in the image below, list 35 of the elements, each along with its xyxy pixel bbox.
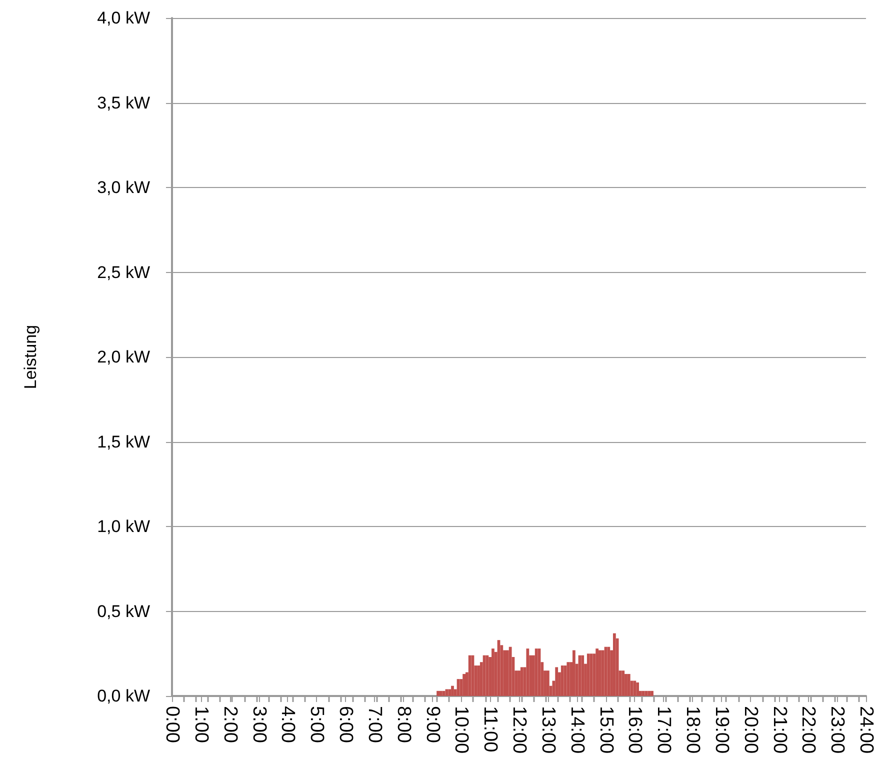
x-tick-label: 23:00 bbox=[826, 706, 848, 754]
x-tick-label: 13:00 bbox=[537, 706, 558, 754]
x-tick-label: 8:00 bbox=[392, 706, 414, 743]
x-tick-label: 16:00 bbox=[624, 706, 646, 754]
y-tick-label: 0,5 kW bbox=[97, 602, 150, 621]
y-axis-title: Leistung bbox=[21, 324, 40, 390]
x-tick-label: 0:00 bbox=[162, 706, 182, 743]
y-tick-label: 1,0 kW bbox=[97, 517, 150, 536]
x-tick-label: 15:00 bbox=[595, 706, 616, 754]
x-tick-label: 6:00 bbox=[335, 706, 356, 743]
y-tick-label: 1,5 kW bbox=[97, 432, 150, 452]
x-tick-label: 7:00 bbox=[364, 706, 385, 743]
x-tick-label: 3:00 bbox=[248, 706, 270, 743]
y-tick-label: 0,0 kW bbox=[97, 686, 150, 706]
y-tick-label: 2,0 kW bbox=[97, 348, 150, 366]
x-tick-label: 17:00 bbox=[653, 706, 674, 754]
y-tick-label: 3,0 kW bbox=[97, 178, 150, 197]
x-tick-label: 22:00 bbox=[798, 706, 819, 754]
x-tick-label: 19:00 bbox=[710, 706, 732, 754]
x-tick-label: 10:00 bbox=[450, 706, 472, 754]
x-tick-label: 21:00 bbox=[768, 706, 790, 754]
x-tick-label: 14:00 bbox=[566, 706, 588, 754]
x-tick-label: 1:00 bbox=[190, 706, 212, 743]
x-tick-label: 11:00 bbox=[480, 706, 501, 752]
x-tick-label: 5:00 bbox=[306, 706, 328, 743]
y-tick-label: 4,0 kW bbox=[97, 8, 150, 28]
x-tick-label: 20:00 bbox=[740, 706, 761, 754]
x-tick-label: 24:00 bbox=[856, 706, 876, 754]
x-tick-label: 4:00 bbox=[277, 706, 298, 743]
x-tick-label: 9:00 bbox=[422, 706, 443, 743]
y-tick-label: 2,5 kW bbox=[97, 262, 150, 282]
y-tick-label: 3,5 kW bbox=[97, 93, 150, 112]
x-tick-label: 12:00 bbox=[508, 706, 530, 754]
x-tick-label: 2:00 bbox=[219, 706, 240, 743]
x-tick-label: 18:00 bbox=[682, 706, 703, 754]
